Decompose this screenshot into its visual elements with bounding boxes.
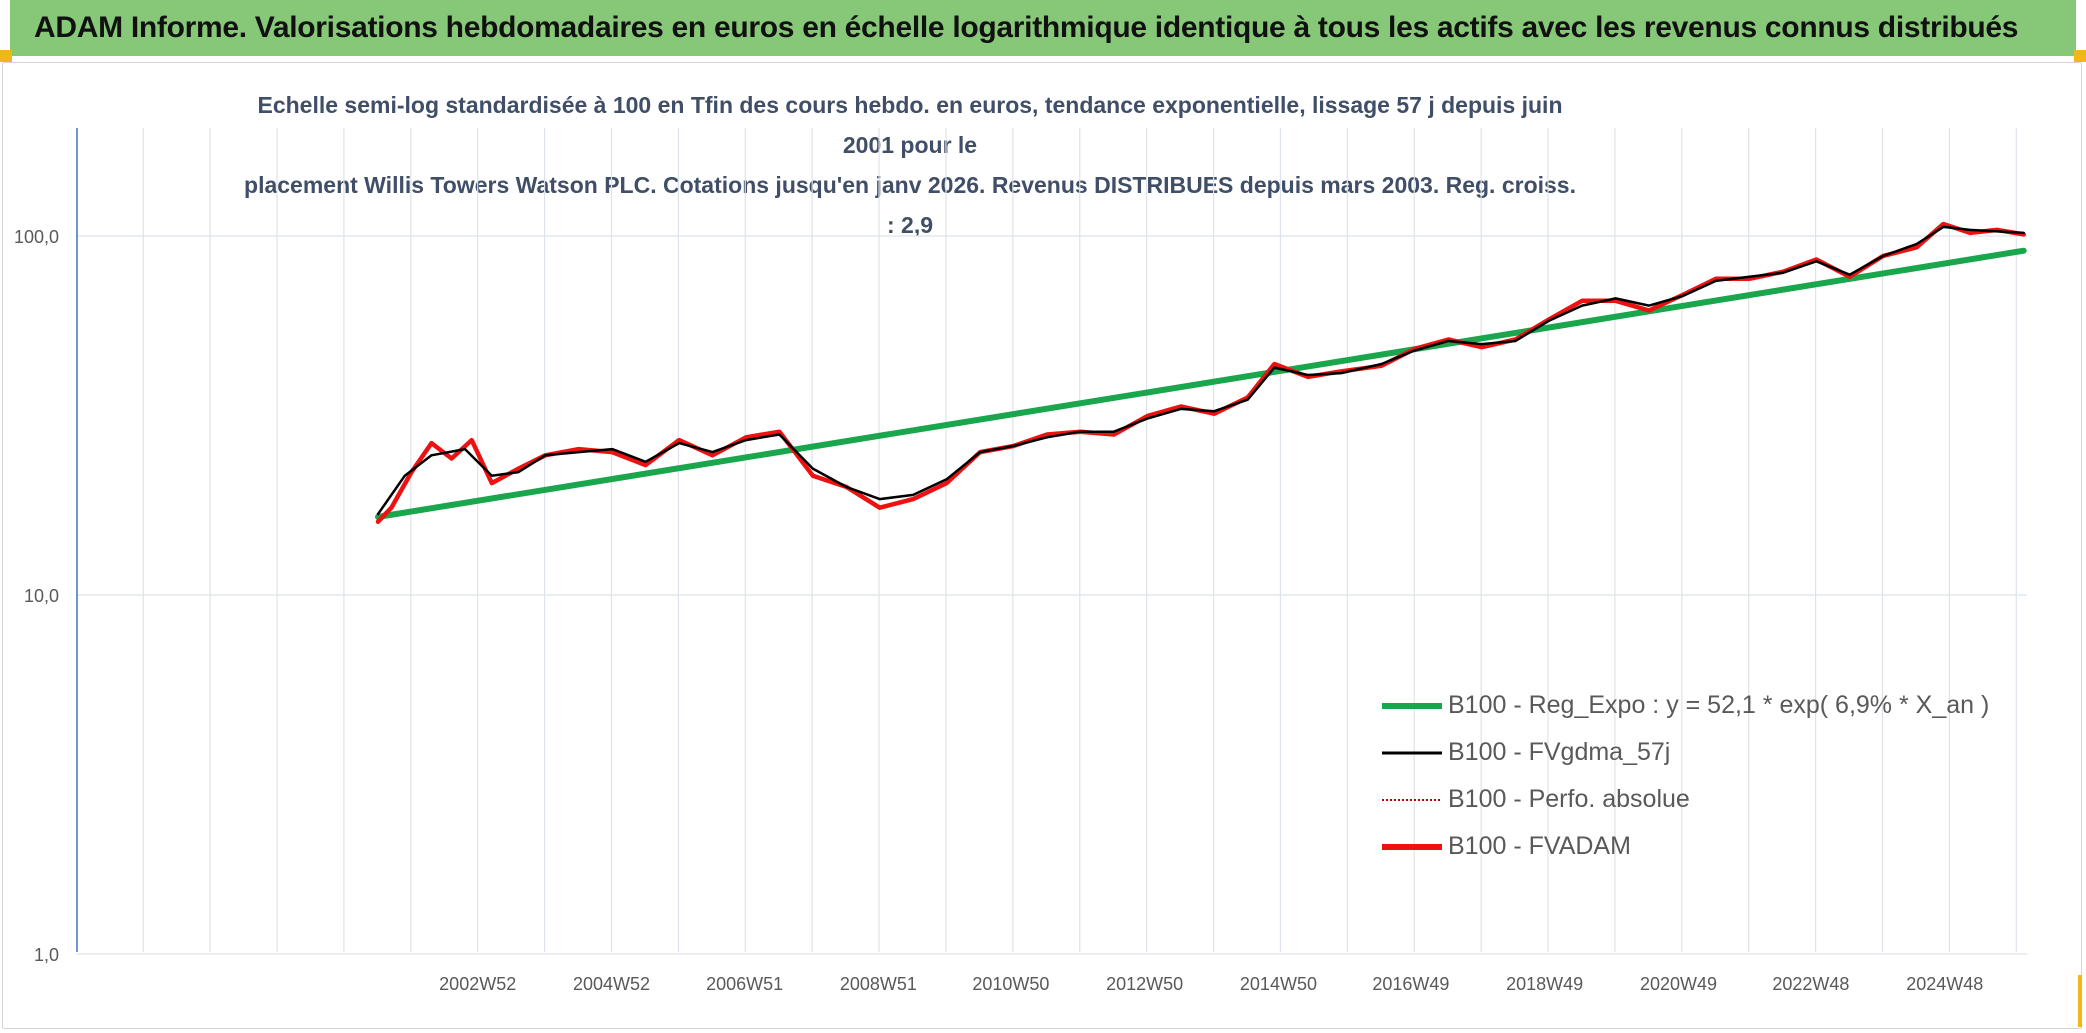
x-tick-label: 2022W48 [1772,974,1849,994]
x-tick-label: 2018W49 [1506,974,1583,994]
legend-swatch-smoothing [1382,751,1442,754]
legend-swatch-fvadam [1382,843,1442,850]
series-line-main [375,221,2026,524]
x-tick-label: 2010W50 [972,974,1049,994]
report-title: ADAM Informe. Valorisations hebdomadaire… [34,11,2019,44]
legend-item-regression: B100 - Reg_Expo : y = 52,1 * exp( 6,9% *… [1382,682,2022,729]
y-tick-label: 1,0 [34,945,59,965]
x-tick-label: 2024W48 [1906,974,1983,994]
chart-frame [2,62,2082,1029]
series-line-regression [375,247,2027,520]
x-tick-label: 2014W50 [1240,974,1317,994]
y-tick-label: 100,0 [14,227,59,247]
x-tick-label: 2020W49 [1640,974,1717,994]
x-tick-label: 2012W50 [1106,974,1183,994]
chart-legend: B100 - Reg_Expo : y = 52,1 * exp( 6,9% *… [1382,682,2022,870]
x-tick-label: 2008W51 [840,974,917,994]
corner-accent-right [2074,50,2086,62]
legend-label-fvadam: B100 - FVADAM [1448,832,1631,860]
corner-accent-left [0,50,12,62]
legend-label-smoothing: B100 - FVgdma_57j [1448,738,1671,766]
chart-title: Echelle semi-log standardisée à 100 en T… [240,85,1580,245]
legend-item-perfo: B100 - Perfo. absolue [1382,776,2022,823]
legend-swatch-regression [1382,702,1442,709]
chart-title-line2: placement Willis Towers Watson PLC. Cota… [244,172,1576,238]
legend-item-smoothing: B100 - FVgdma_57j [1382,729,2022,776]
x-tick-label: 2016W49 [1372,974,1449,994]
edge-accent [2078,975,2082,1027]
legend-label-perfo: B100 - Perfo. absolue [1448,785,1690,813]
legend-item-fvadam: B100 - FVADAM [1382,823,2022,870]
report-title-banner: ADAM Informe. Valorisations hebdomadaire… [10,0,2076,56]
x-tick-label: 2004W52 [573,974,650,994]
x-tick-label: 2006W51 [706,974,783,994]
series-line-smooth [376,225,2025,516]
chart-title-line1: Echelle semi-log standardisée à 100 en T… [257,92,1563,158]
x-tick-label: 2002W52 [439,974,516,994]
y-tick-label: 10,0 [24,586,59,606]
legend-label-regression: B100 - Reg_Expo : y = 52,1 * exp( 6,9% *… [1448,691,1990,719]
legend-swatch-perfo [1382,798,1442,801]
